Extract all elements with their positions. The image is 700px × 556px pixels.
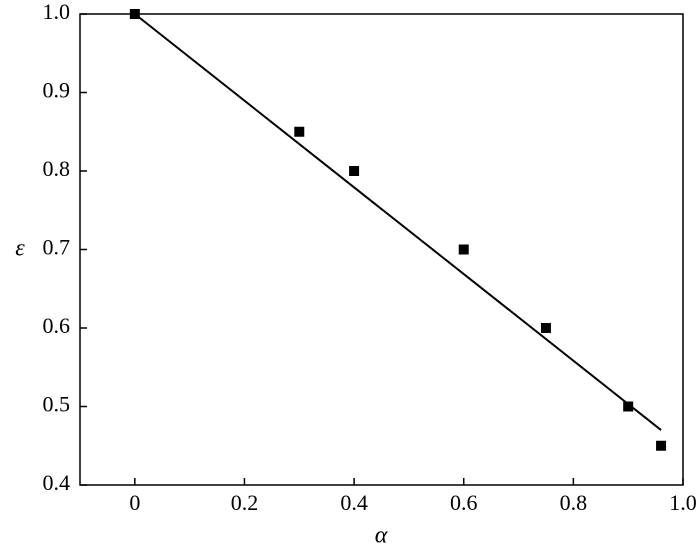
x-axis-label: α: [375, 523, 388, 549]
data-point: [458, 244, 469, 255]
y-axis-label: ε: [15, 236, 25, 262]
fit-line: [134, 13, 662, 431]
y-tick-label: 0.5: [43, 392, 71, 417]
y-tick-label: 0.6: [43, 313, 71, 338]
x-tick-label: 0.4: [340, 490, 368, 515]
data-point: [656, 440, 667, 451]
plot-frame: [79, 13, 684, 486]
y-tick-label: 0.9: [43, 78, 71, 103]
y-tick-label: 0.7: [43, 235, 71, 260]
x-tick-label: 0.8: [560, 490, 588, 515]
data-point: [294, 126, 305, 137]
y-tick-label: 0.4: [43, 470, 71, 495]
data-point: [623, 401, 634, 412]
y-tick-label: 0.8: [43, 156, 71, 181]
x-tick-label: 0.2: [231, 490, 259, 515]
x-tick-label: 0: [129, 490, 140, 515]
x-tick-label: 1.0: [669, 490, 697, 515]
data-point: [540, 323, 551, 333]
x-tick-label: 0.6: [450, 490, 478, 515]
y-tick-label: 1.0: [43, 0, 71, 24]
data-point: [349, 166, 360, 176]
